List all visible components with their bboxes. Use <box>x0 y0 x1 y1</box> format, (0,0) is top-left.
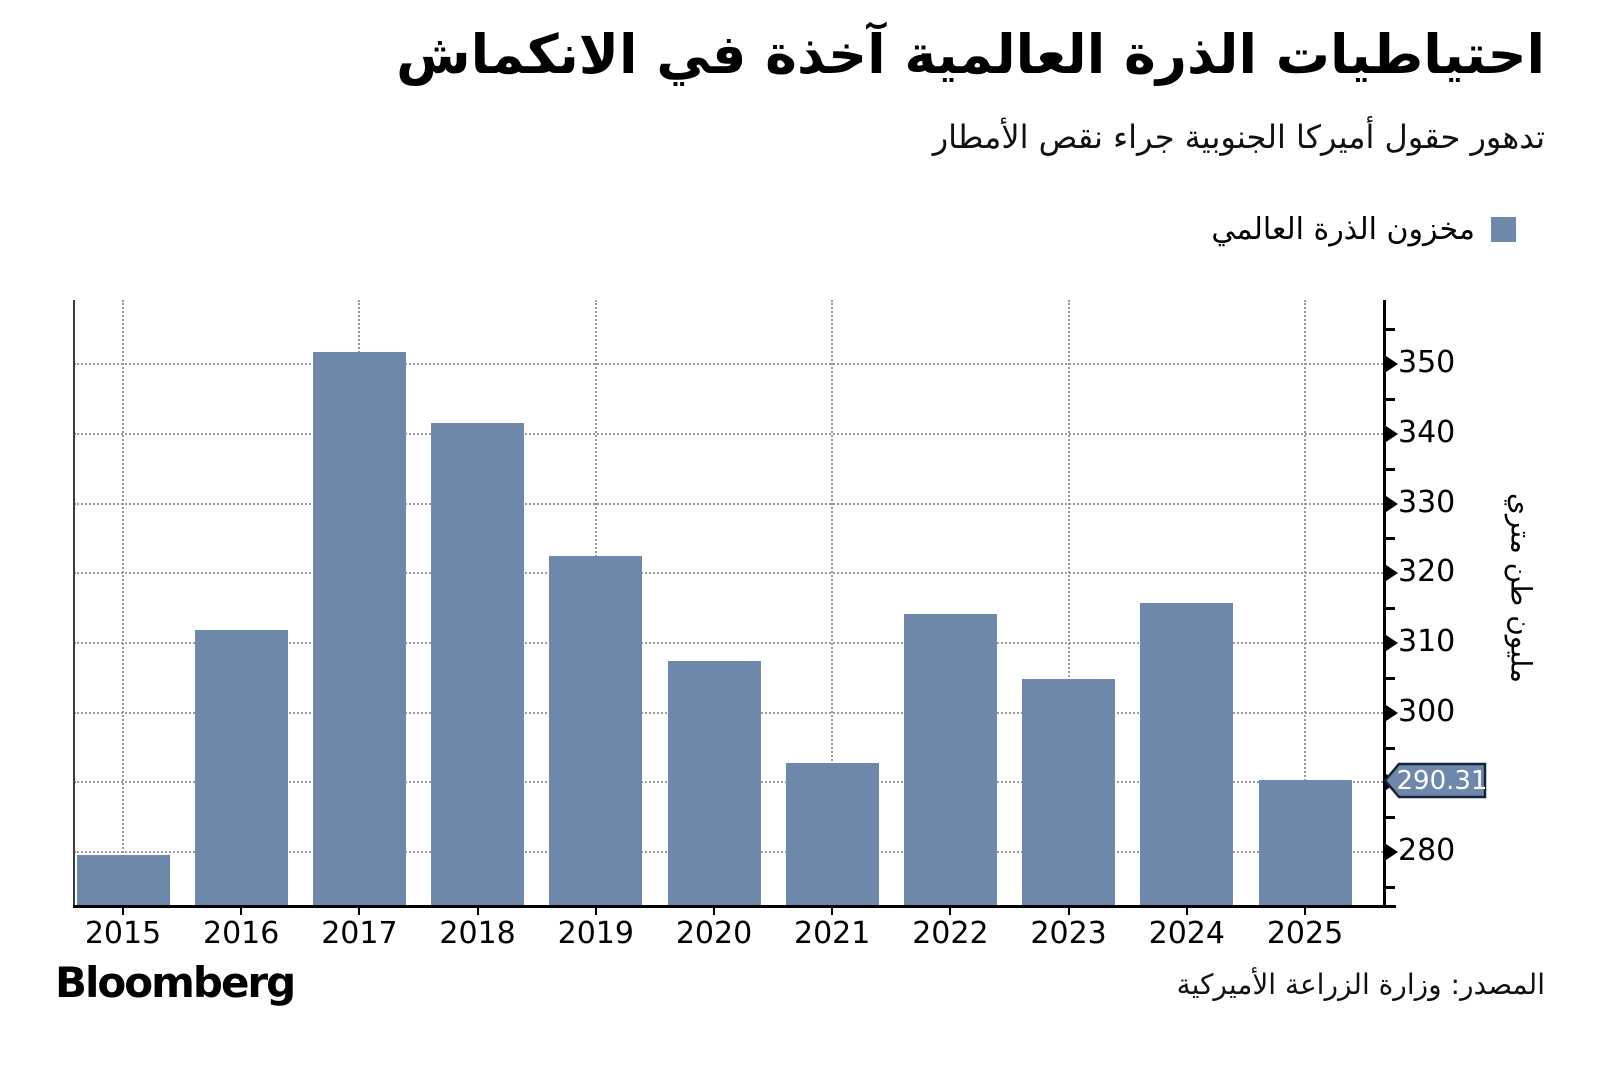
svg-text:290.31: 290.31 <box>1397 766 1488 796</box>
x-tick-2025 <box>1304 908 1306 915</box>
x-tick-label-2021: 2021 <box>794 916 871 951</box>
x-tick-2021 <box>831 908 834 915</box>
y-axis-line <box>1383 300 1386 908</box>
y-minor-tick-275 <box>1386 885 1395 889</box>
gridline-y-350 <box>74 363 1383 366</box>
x-tick-2022 <box>949 908 952 915</box>
x-tick-2024 <box>1185 908 1188 915</box>
x-tick-label-2016: 2016 <box>203 916 280 951</box>
bar-2019 <box>549 555 643 905</box>
y-axis-title: مليون طن متري <box>1504 493 1538 683</box>
gridline-y-340 <box>74 432 1383 435</box>
y-minor-tick-305 <box>1386 676 1395 680</box>
chart-subtitle: تدهور حقول أميركا الجنوبية جراء نقص الأم… <box>932 118 1545 156</box>
y-tick-label-350: 350 <box>1398 345 1456 381</box>
y-major-tick-350 <box>1386 356 1398 373</box>
x-tick-label-2025: 2025 <box>1266 916 1344 951</box>
y-tick-label-310: 310 <box>1398 623 1456 659</box>
y-minor-tick-355 <box>1386 328 1395 332</box>
y-minor-tick-315 <box>1386 607 1395 611</box>
y-major-tick-320 <box>1386 565 1398 582</box>
y-tick-label-300: 300 <box>1398 693 1456 729</box>
y-minor-tick-295 <box>1386 746 1395 750</box>
x-tick-label-2022: 2022 <box>912 916 989 951</box>
legend: مخزون الذرة العالمي <box>1211 212 1516 247</box>
x-tick-label-2024: 2024 <box>1148 916 1225 951</box>
bar-2024 <box>1140 603 1234 905</box>
bar-2018 <box>431 422 525 905</box>
y-tick-label-330: 330 <box>1398 484 1456 520</box>
bar-2020 <box>667 661 761 905</box>
gridline-x-2025 <box>1304 300 1306 905</box>
y-major-tick-300 <box>1386 704 1398 721</box>
x-tick-label-2015: 2015 <box>84 916 162 951</box>
bloomberg-logo: Bloomberg <box>55 958 296 1007</box>
gridline-y-330 <box>74 502 1383 505</box>
y-tick-label-320: 320 <box>1398 554 1456 590</box>
y-tick-label-280: 280 <box>1398 833 1456 869</box>
y-major-tick-340 <box>1386 425 1398 442</box>
bar-2016 <box>194 630 288 905</box>
bar-2015 <box>76 854 170 905</box>
bar-2025 <box>1258 780 1352 905</box>
gridline-x-2021 <box>831 300 834 905</box>
y-minor-tick-285 <box>1386 816 1395 820</box>
x-tick-label-2018: 2018 <box>439 916 516 951</box>
legend-label: مخزون الذرة العالمي <box>1211 212 1475 247</box>
x-tick-2015 <box>122 908 124 915</box>
x-tick-2017 <box>358 908 361 915</box>
x-axis-line <box>73 905 1396 908</box>
x-tick-label-2017: 2017 <box>321 916 398 951</box>
gridline-x-2023 <box>1067 300 1070 905</box>
bar-2017 <box>312 351 406 905</box>
y-major-tick-280 <box>1386 844 1398 861</box>
plot-left-border <box>73 300 75 905</box>
bar-2021 <box>785 762 879 905</box>
y-major-tick-330 <box>1386 495 1398 512</box>
y-minor-tick-325 <box>1386 537 1395 541</box>
legend-swatch-icon <box>1491 217 1516 242</box>
y-minor-tick-335 <box>1386 467 1395 471</box>
x-tick-2018 <box>476 908 479 915</box>
x-tick-2023 <box>1067 908 1070 915</box>
value-callout: 290.31 <box>1383 762 1488 803</box>
x-tick-2016 <box>240 908 243 915</box>
y-minor-tick-345 <box>1386 397 1395 401</box>
x-tick-2019 <box>594 908 597 915</box>
x-tick-label-2019: 2019 <box>557 916 634 951</box>
chart-title: احتياطيات الذرة العالمية آخذة في الانكما… <box>396 23 1546 86</box>
gridline-y-320 <box>74 572 1383 575</box>
x-tick-2020 <box>713 908 715 915</box>
bar-2022 <box>903 614 997 905</box>
y-major-tick-310 <box>1386 634 1398 651</box>
gridline-y-310 <box>74 641 1383 644</box>
y-tick-label-340: 340 <box>1398 414 1456 450</box>
bar-2023 <box>1022 678 1116 905</box>
x-tick-label-2023: 2023 <box>1030 916 1107 951</box>
x-tick-label-2020: 2020 <box>675 916 753 951</box>
source-note: المصدر: وزارة الزراعة الأميركية <box>1176 968 1545 1001</box>
gridline-x-2015 <box>122 300 124 905</box>
